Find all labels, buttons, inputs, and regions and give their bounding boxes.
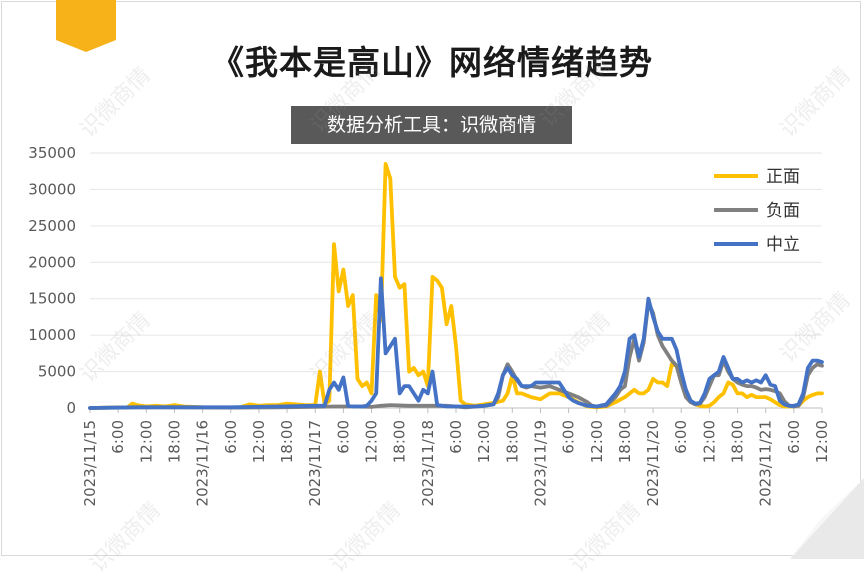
x-tick-label: 6:00 — [672, 420, 690, 454]
x-tick-label: 6:00 — [447, 420, 465, 454]
x-tick-label: 2023/11/16 — [194, 420, 212, 506]
x-tick-label: 6:00 — [785, 420, 803, 454]
series-line-中立 — [88, 276, 824, 410]
page-fold-highlight — [790, 478, 864, 559]
x-tick-label: 2023/11/21 — [757, 420, 775, 506]
x-tick-label: 12:00 — [700, 420, 718, 463]
line-chart: 0 5000 10000 15000 20000 25000 30000 35000 2023… — [28, 144, 864, 559]
y-tick-label: 10000 — [28, 326, 76, 344]
y-axis-ticks: 0 5000 10000 15000 20000 25000 30000 35000 — [28, 144, 76, 417]
y-tick-label: 35000 — [28, 144, 76, 162]
x-tick-label: 6:00 — [109, 420, 127, 454]
x-tick-label: 18:00 — [616, 420, 634, 463]
y-tick-label: 30000 — [28, 180, 76, 198]
corner-ribbon-shape — [56, 0, 116, 52]
x-tick-label: 2023/11/19 — [531, 420, 549, 506]
x-tick-label: 18:00 — [729, 420, 747, 463]
corner-ribbon — [56, 0, 116, 52]
x-tick-label: 12:00 — [363, 420, 381, 463]
x-tick-label: 2023/11/20 — [644, 420, 662, 506]
y-tick-label: 15000 — [28, 290, 76, 308]
x-tick-label: 18:00 — [503, 420, 521, 463]
x-tick-label: 12:00 — [813, 420, 831, 463]
x-tick-label: 2023/11/18 — [419, 420, 437, 506]
grid-lines — [90, 152, 822, 409]
series-line-正面 — [88, 162, 824, 410]
x-tick-label: 12:00 — [250, 420, 268, 463]
y-tick-label: 0 — [66, 399, 76, 417]
y-tick-label: 25000 — [28, 217, 76, 235]
chart-title: 《我本是高山》网络情绪趋势 — [211, 43, 653, 82]
x-tick-label: 6:00 — [222, 420, 240, 454]
y-tick-label: 5000 — [38, 363, 76, 381]
x-tick-label: 2023/11/17 — [306, 420, 324, 506]
x-tick-label: 6:00 — [334, 420, 352, 454]
x-tick-label: 18:00 — [391, 420, 409, 463]
x-tick-label: 12:00 — [588, 420, 606, 463]
chart-subtitle: 数据分析工具：识微商情 — [291, 106, 572, 144]
series-lines — [88, 162, 824, 410]
x-axis-ticks: 2023/11/15 6:00 12:00 18:00 2023/11/16 6:00 12… — [81, 408, 831, 506]
x-tick-label: 18:00 — [165, 420, 183, 463]
legend-label: 负面 — [766, 201, 800, 221]
x-tick-label: 12:00 — [137, 420, 155, 463]
legend-label: 正面 — [766, 167, 800, 187]
x-tick-label: 2023/11/15 — [81, 420, 99, 506]
y-tick-label: 20000 — [28, 253, 76, 271]
x-tick-label: 6:00 — [560, 420, 578, 454]
x-tick-label: 18:00 — [278, 420, 296, 463]
x-tick-label: 12:00 — [475, 420, 493, 463]
legend-label: 中立 — [766, 235, 800, 255]
